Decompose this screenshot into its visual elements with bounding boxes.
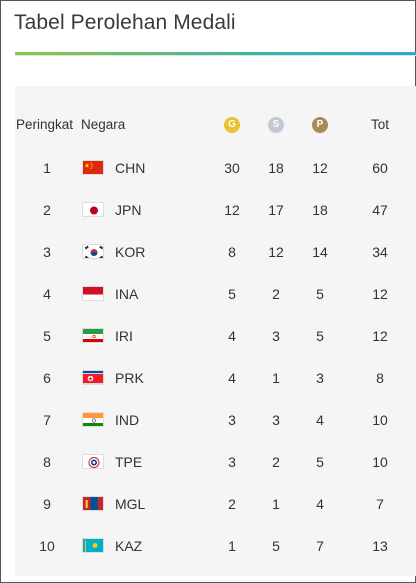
silver-count: 2 <box>272 454 280 470</box>
country-code: CHN <box>115 160 146 176</box>
rank-cell: 5 <box>43 328 51 344</box>
total-count: 10 <box>372 454 388 470</box>
header-country: Negara <box>81 117 126 132</box>
table-row: 1 CHN 30 18 12 60 <box>15 147 416 189</box>
rank-cell: 9 <box>43 496 51 512</box>
title-accent-line <box>15 52 416 55</box>
table-row: 4 INA 5 2 5 12 <box>15 273 416 315</box>
gold-count: 3 <box>228 454 236 470</box>
rank-cell: 10 <box>39 538 55 554</box>
india-flag-icon <box>82 412 104 427</box>
total-count: 10 <box>372 412 388 428</box>
gold-count: 5 <box>228 286 236 302</box>
silver-count: 1 <box>272 496 280 512</box>
chinese-taipei-flag-icon <box>82 454 104 469</box>
total-count: 60 <box>372 160 388 176</box>
country-code: TPE <box>115 454 143 470</box>
table-row: 2 JPN 12 17 18 47 <box>15 189 416 231</box>
table-row: 6 PRK 4 1 3 8 <box>15 357 416 399</box>
bronze-count: 5 <box>316 454 324 470</box>
total-count: 8 <box>376 370 384 386</box>
rank-cell: 4 <box>43 286 51 302</box>
country-code: PRK <box>115 370 144 386</box>
mongolia-flag-icon <box>82 496 104 511</box>
header-rank: Peringkat <box>16 117 74 132</box>
silver-count: 1 <box>272 370 280 386</box>
header-total: Tot <box>370 117 389 132</box>
silver-count: 5 <box>272 538 280 554</box>
rank-cell: 1 <box>43 160 51 176</box>
rank-cell: 2 <box>43 202 51 218</box>
silver-medal-icon: S <box>268 117 284 133</box>
total-count: 34 <box>372 244 388 260</box>
bronze-count: 18 <box>312 202 328 218</box>
bronze-count: 4 <box>316 412 324 428</box>
japan-flag-icon <box>82 202 104 217</box>
gold-count: 12 <box>224 202 240 218</box>
country-code: KOR <box>115 244 146 260</box>
south-korea-flag-icon <box>82 244 104 259</box>
table-header: Peringkat Negara G S P Tot <box>15 104 416 146</box>
table-row: 7 IND 3 3 4 10 <box>15 399 416 441</box>
silver-count: 3 <box>272 328 280 344</box>
silver-count: 18 <box>268 160 284 176</box>
total-count: 47 <box>372 202 388 218</box>
gold-count: 4 <box>228 370 236 386</box>
total-count: 7 <box>376 496 384 512</box>
gold-count: 2 <box>228 496 236 512</box>
table-row: 5 IRI 4 3 5 12 <box>15 315 416 357</box>
country-code: IRI <box>115 328 133 344</box>
bronze-count: 12 <box>312 160 328 176</box>
total-count: 13 <box>372 538 388 554</box>
rank-cell: 3 <box>43 244 51 260</box>
iran-flag-icon <box>82 328 104 343</box>
country-code: MGL <box>115 496 146 512</box>
rank-cell: 6 <box>43 370 51 386</box>
country-code: KAZ <box>115 538 143 554</box>
table-row: 3 KOR 8 12 14 34 <box>15 231 416 273</box>
country-code: INA <box>115 286 139 302</box>
total-count: 12 <box>372 328 388 344</box>
rank-cell: 8 <box>43 454 51 470</box>
table-row: 10 KAZ 1 5 7 13 <box>15 525 416 567</box>
bronze-count: 7 <box>316 538 324 554</box>
bronze-count: 14 <box>312 244 328 260</box>
total-count: 12 <box>372 286 388 302</box>
medal-table: Peringkat Negara G S P Tot 1 CHN 30 18 12 60 2… <box>15 86 416 576</box>
bronze-medal-icon: P <box>312 117 328 133</box>
bronze-count: 4 <box>316 496 324 512</box>
gold-count: 1 <box>228 538 236 554</box>
country-code: JPN <box>115 202 142 218</box>
gold-count: 30 <box>224 160 240 176</box>
north-korea-flag-icon <box>82 370 104 385</box>
title-divider <box>15 55 416 56</box>
bronze-count: 3 <box>316 370 324 386</box>
gold-count: 4 <box>228 328 236 344</box>
bronze-count: 5 <box>316 328 324 344</box>
china-flag-icon <box>82 160 104 175</box>
country-code: IND <box>115 412 140 428</box>
bronze-count: 5 <box>316 286 324 302</box>
table-row: 8 TPE 3 2 5 10 <box>15 441 416 483</box>
silver-count: 3 <box>272 412 280 428</box>
rank-cell: 7 <box>43 412 51 428</box>
table-row: 9 MGL 2 1 4 7 <box>15 483 416 525</box>
silver-count: 2 <box>272 286 280 302</box>
gold-count: 8 <box>228 244 236 260</box>
gold-medal-icon: G <box>224 117 240 133</box>
silver-count: 12 <box>268 244 284 260</box>
indonesia-flag-icon <box>82 286 104 301</box>
kazakhstan-flag-icon <box>82 538 104 553</box>
silver-count: 17 <box>268 202 284 218</box>
gold-count: 3 <box>228 412 236 428</box>
widget-title: Tabel Perolehan Medali <box>14 11 236 34</box>
